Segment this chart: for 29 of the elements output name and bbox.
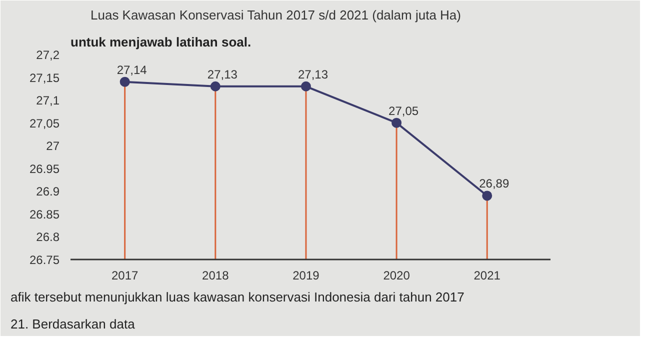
point: [210, 81, 220, 92]
data-label: 27,13: [207, 67, 238, 82]
y-tick-label: 26.9: [36, 184, 60, 199]
text: 21. Berdasarkan data: [10, 316, 136, 332]
chart-title: Luas Kawasan Konservasi Tahun 2017 s/d 2021 (dalam juta Ha): [90, 8, 461, 22]
data-label: 26,89: [479, 176, 510, 191]
y-tick-label: 27,1: [36, 94, 60, 108]
x-tick-label: 2021: [474, 268, 501, 282]
point: [300, 81, 311, 92]
y-tick-label: 26.85: [29, 207, 60, 222]
x-tick-label: 2018: [202, 268, 230, 282]
y-tick-label: 26.75: [29, 253, 60, 267]
point: [392, 118, 402, 128]
y-tick-label: 26.95: [29, 162, 60, 176]
x-tick-label: 2020: [383, 268, 410, 282]
data-label: 27,05: [388, 104, 419, 118]
y-tick-label: 27,15: [29, 70, 60, 85]
y-tick-label: 26.8: [36, 230, 60, 244]
text: untuk menjawab latihan soal.: [70, 34, 252, 50]
y-tick-label: 27,2: [36, 48, 60, 62]
x-tick-label: 2017: [111, 268, 139, 282]
data-label: 27,14: [116, 62, 148, 77]
data-label: 27,13: [298, 67, 328, 82]
text: afik tersebut menunjukkan luas kawasan konservasi Indonesia dari tahun 2017: [10, 290, 464, 304]
point: [120, 76, 130, 87]
point: [482, 190, 492, 201]
y-tick-label: 27,05: [29, 116, 60, 130]
x-tick-label: 2019: [292, 268, 320, 282]
y-tick-label: 27: [46, 139, 60, 154]
